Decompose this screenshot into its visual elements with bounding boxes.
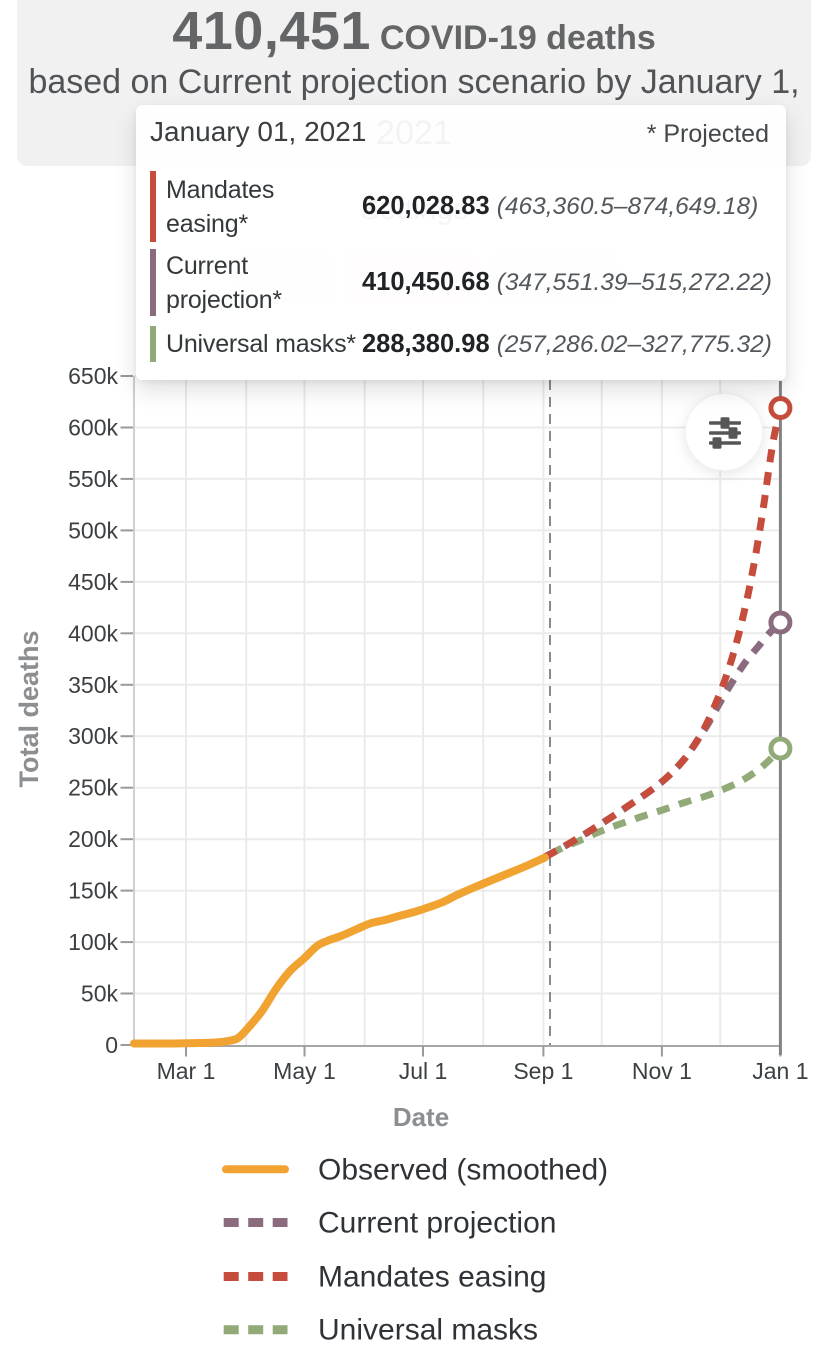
svg-text:300k: 300k (68, 723, 118, 749)
svg-text:Sep 1: Sep 1 (513, 1058, 573, 1084)
svg-text:200k: 200k (68, 826, 118, 852)
svg-text:Mandates easing: Mandates easing (318, 1261, 547, 1294)
svg-text:Jul 1: Jul 1 (399, 1058, 448, 1084)
svg-text:Jan 1: Jan 1 (752, 1058, 808, 1084)
svg-text:50k: 50k (81, 981, 119, 1007)
svg-text:550k: 550k (68, 466, 118, 492)
svg-text:100k: 100k (68, 929, 118, 955)
svg-text:Nov 1: Nov 1 (632, 1058, 692, 1084)
svg-text:Observed (smoothed): Observed (smoothed) (318, 1153, 608, 1186)
svg-text:450k: 450k (68, 569, 118, 595)
svg-text:650k: 650k (68, 363, 118, 389)
svg-text:0: 0 (105, 1032, 118, 1058)
svg-text:400k: 400k (68, 620, 118, 646)
svg-text:Mar 1: Mar 1 (157, 1058, 216, 1084)
svg-text:Date: Date (393, 1102, 449, 1132)
svg-text:Total deaths: Total deaths (14, 630, 44, 787)
svg-text:500k: 500k (68, 517, 118, 543)
svg-text:350k: 350k (68, 672, 118, 698)
svg-text:150k: 150k (68, 878, 118, 904)
svg-text:600k: 600k (68, 415, 118, 441)
svg-text:250k: 250k (68, 775, 118, 801)
svg-text:Current projection: Current projection (318, 1207, 556, 1240)
svg-text:Universal masks: Universal masks (318, 1314, 538, 1347)
svg-text:May 1: May 1 (273, 1058, 336, 1084)
